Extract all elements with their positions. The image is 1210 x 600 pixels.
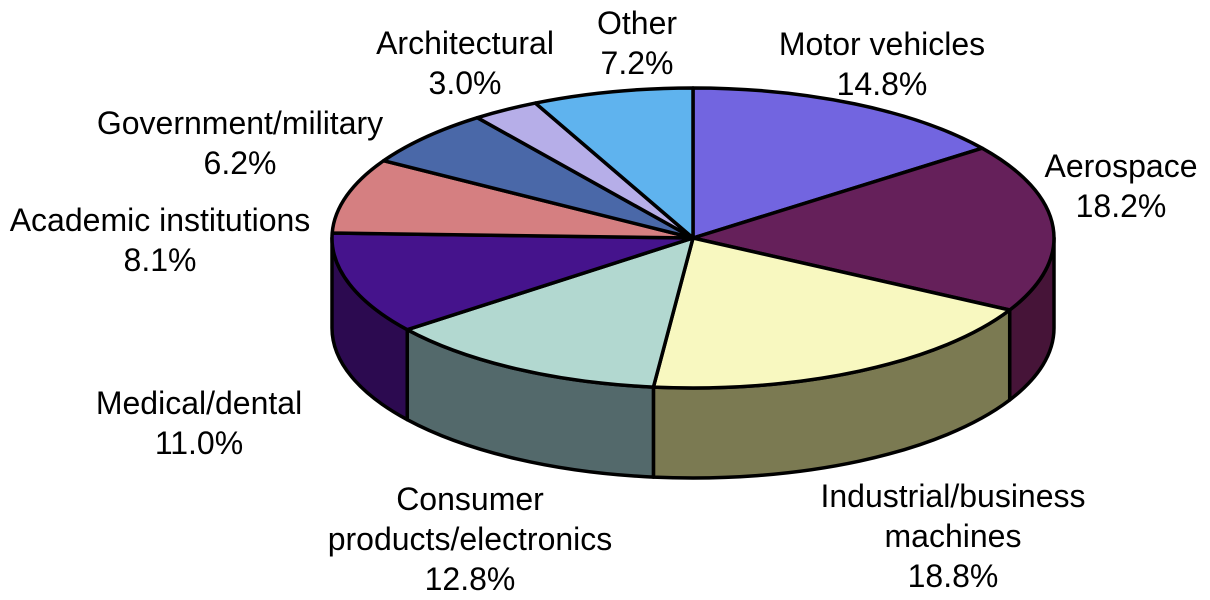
pie-label-consumer-products-electronics: Consumer products/electronics 12.8% (328, 479, 613, 599)
pie-label-percent: 14.8% (836, 66, 928, 102)
pie-label-percent: 6.2% (203, 145, 277, 181)
pie-slice-consumer-products-electronics (405, 236, 695, 389)
pie-slice-other (533, 86, 695, 240)
pie-label-text: Government/military (96, 105, 384, 141)
pie-label-text: products/electronics (327, 521, 613, 557)
pie-label-industrial-business-machines: Industrial/business machines 18.8% (820, 476, 1085, 596)
pie-label-text: Motor vehicles (778, 26, 986, 62)
pie-label-text: Consumer (396, 481, 544, 517)
pie-slice-medical-dental (330, 231, 695, 332)
pie-label-government-military: Government/military 6.2% (97, 103, 383, 183)
pie-label-text: Architectural (376, 25, 554, 61)
pie-slice-government-military (381, 115, 695, 240)
pie-label-aerospace: Aerospace 18.2% (1045, 146, 1198, 226)
pie-label-architectural: Architectural 3.0% (376, 23, 554, 103)
pie-label-text: Aerospace (1044, 148, 1198, 184)
pie-label-text: Industrial/business (820, 478, 1086, 514)
pie-label-text: Medical/dental (95, 385, 303, 421)
pie-label-percent: 12.8% (424, 561, 516, 597)
pie-label-percent: 8.1% (123, 242, 197, 278)
pie-slice-motor-vehicles (691, 86, 984, 240)
pie-label-percent: 18.2% (1075, 188, 1167, 224)
pie-label-other: Other 7.2% (597, 3, 677, 83)
pie-label-text: machines (884, 518, 1022, 554)
pie-label-medical-dental: Medical/dental 11.0% (96, 383, 302, 463)
pie-label-text: Other (596, 5, 678, 41)
pie-slice-academic-institutions (330, 158, 695, 240)
pie-label-percent: 18.8% (907, 558, 999, 594)
pie-label-motor-vehicles: Motor vehicles 14.8% (779, 24, 985, 104)
pie-label-text: Academic institutions (9, 202, 311, 238)
pie-label-percent: 11.0% (154, 425, 244, 461)
pie-slice-aerospace (691, 146, 1056, 312)
pie-label-percent: 3.0% (428, 65, 502, 101)
pie-label-percent: 7.2% (600, 45, 674, 81)
pie-slice-industrial-business-machines (651, 236, 1012, 390)
pie-label-academic-institutions: Academic institutions 8.1% (10, 200, 311, 280)
